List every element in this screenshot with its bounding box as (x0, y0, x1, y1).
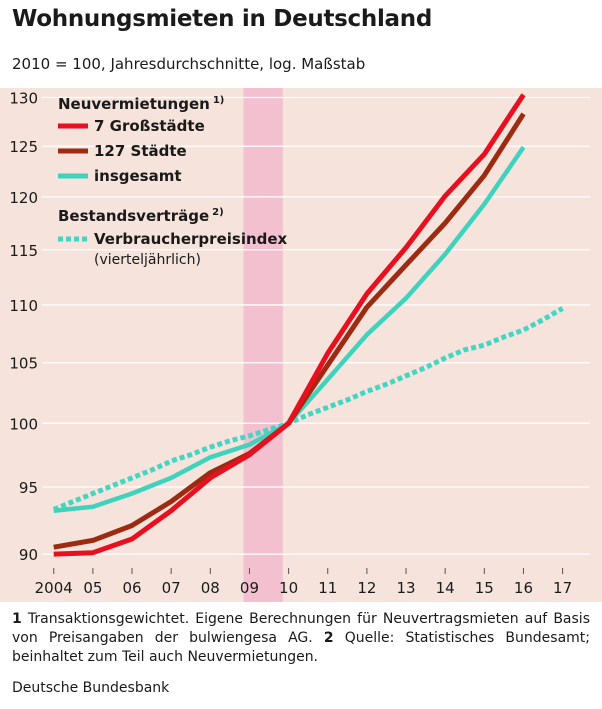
chart-title: Wohnungsmieten in Deutschland (12, 6, 432, 32)
footnotes: 1 Transaktionsgewichtet. Eigene Berechnu… (12, 610, 590, 667)
legend-label: Verbraucherpreisindex (94, 230, 288, 248)
chart-subtitle: 2010 = 100, Jahresdurchschnitte, log. Ma… (12, 55, 366, 73)
legend-label-note: (vierteljährlich) (94, 252, 201, 268)
x-tick-label: 15 (475, 579, 494, 597)
rent-line-chart: 90 95 100 105 110 115 120 125 130 2004 05 06 07 08 09 1… (0, 88, 602, 602)
y-tick-label: 115 (9, 242, 38, 260)
y-tick-label: 100 (9, 415, 38, 433)
x-tick-label: 13 (396, 579, 415, 597)
x-tick-label: 05 (83, 579, 102, 597)
y-tick-label: 90 (19, 546, 38, 564)
x-tick-label: 2004 (35, 579, 73, 597)
series-line-3 (52, 306, 564, 512)
x-tick-label: 17 (553, 579, 572, 597)
x-tick-label: 10 (279, 579, 298, 597)
y-tick-label: 125 (9, 138, 38, 156)
legend-label: 7 Großstädte (94, 117, 205, 135)
legend-label: insgesamt (94, 167, 182, 185)
source-note: Deutsche Bundesbank (12, 680, 170, 696)
x-tick-label: 06 (122, 579, 141, 597)
x-tick-label: 11 (318, 579, 337, 597)
footnote-1-number: 1 (12, 611, 22, 627)
x-tick-label: 14 (436, 579, 455, 597)
x-tick-label: 08 (201, 579, 220, 597)
x-tick-label: 09 (240, 579, 259, 597)
y-tick-label: 105 (9, 355, 38, 373)
legend-group-title-new-leases: Neuvermietungen 1) (58, 95, 224, 113)
footnote-2-text: Quelle: Statistisches Bundesamt; beinhal… (12, 630, 590, 665)
x-tick-label: 12 (357, 579, 376, 597)
plot-background (0, 88, 602, 602)
footnote-2-number: 2 (323, 630, 334, 646)
y-tick-label: 130 (9, 90, 38, 108)
y-tick-label: 95 (19, 479, 38, 497)
legend-group-title-existing-leases: Bestandsverträge 2) (58, 207, 224, 225)
y-tick-label: 110 (9, 297, 38, 315)
highlight-band (243, 88, 283, 602)
x-tick-label: 07 (162, 579, 181, 597)
x-tick-label: 16 (514, 579, 533, 597)
series-line-0 (53, 93, 526, 557)
legend-label: 127 Städte (94, 142, 187, 160)
footnote-1-text: Transaktionsgewichtet. Eigene Berechnung… (12, 611, 590, 646)
y-tick-label: 120 (9, 189, 38, 207)
